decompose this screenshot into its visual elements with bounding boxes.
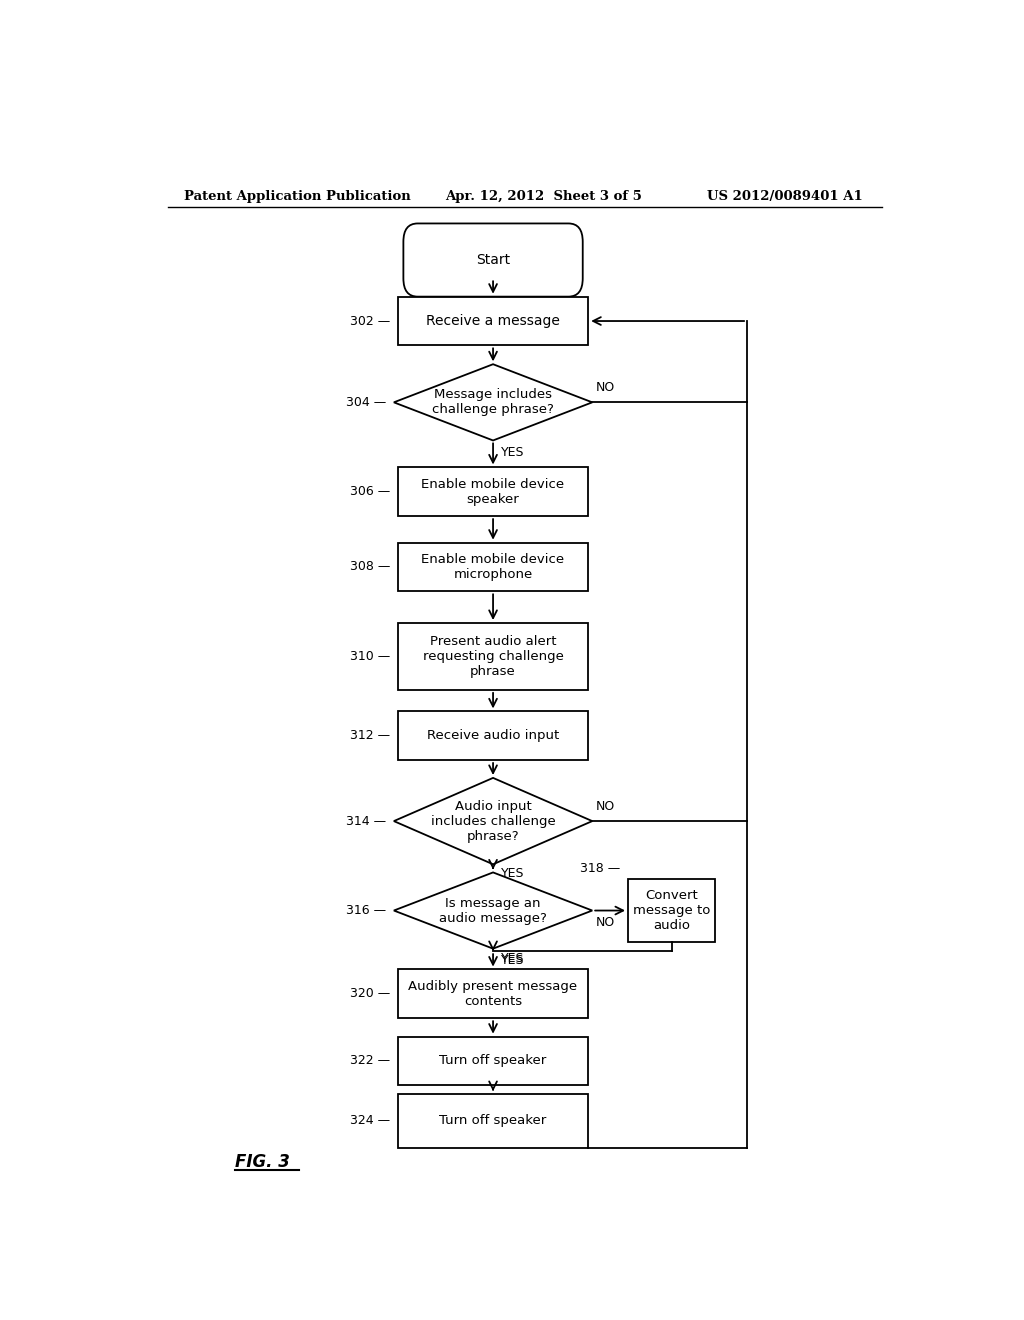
Text: NO: NO	[596, 800, 615, 813]
Text: US 2012/0089401 A1: US 2012/0089401 A1	[708, 190, 863, 202]
Text: 318 —: 318 —	[580, 862, 620, 875]
Text: 304 —: 304 —	[346, 396, 386, 409]
Bar	[397, 297, 588, 346]
Text: 310 —: 310 —	[349, 649, 390, 663]
Text: NO: NO	[596, 916, 615, 928]
Text: Enable mobile device
microphone: Enable mobile device microphone	[422, 553, 564, 581]
Text: Convert
message to
audio: Convert message to audio	[633, 890, 711, 932]
Text: Receive a message: Receive a message	[426, 314, 560, 329]
Bar	[397, 1094, 588, 1148]
Bar	[397, 623, 588, 690]
Text: 306 —: 306 —	[349, 486, 390, 498]
Bar	[397, 543, 588, 591]
Text: YES: YES	[501, 952, 524, 965]
Text: NO: NO	[596, 381, 615, 395]
Text: Turn off speaker: Turn off speaker	[439, 1055, 547, 1068]
Text: Start: Start	[476, 253, 510, 267]
Text: FIG. 3: FIG. 3	[236, 1152, 290, 1171]
Text: Present audio alert
requesting challenge
phrase: Present audio alert requesting challenge…	[423, 635, 563, 678]
Text: Audibly present message
contents: Audibly present message contents	[409, 979, 578, 1008]
Text: YES: YES	[501, 446, 524, 458]
Text: 312 —: 312 —	[350, 729, 390, 742]
Bar	[397, 711, 588, 760]
Text: 302 —: 302 —	[349, 314, 390, 327]
Text: 316 —: 316 —	[346, 904, 386, 917]
Text: Apr. 12, 2012  Sheet 3 of 5: Apr. 12, 2012 Sheet 3 of 5	[445, 190, 642, 202]
Text: 320 —: 320 —	[349, 987, 390, 1001]
Text: YES: YES	[501, 954, 524, 968]
Text: 308 —: 308 —	[349, 561, 390, 573]
FancyBboxPatch shape	[403, 223, 583, 297]
Bar	[397, 467, 588, 516]
Text: Turn off speaker: Turn off speaker	[439, 1114, 547, 1127]
Polygon shape	[394, 364, 592, 441]
Text: Enable mobile device
speaker: Enable mobile device speaker	[422, 478, 564, 506]
Bar	[397, 969, 588, 1018]
Bar	[628, 879, 716, 942]
Bar	[397, 1036, 588, 1085]
Text: Is message an
audio message?: Is message an audio message?	[439, 896, 547, 924]
Text: Message includes
challenge phrase?: Message includes challenge phrase?	[432, 388, 554, 416]
Text: Audio input
includes challenge
phrase?: Audio input includes challenge phrase?	[431, 800, 555, 842]
Text: Receive audio input: Receive audio input	[427, 729, 559, 742]
Polygon shape	[394, 777, 592, 865]
Text: 322 —: 322 —	[350, 1055, 390, 1068]
Polygon shape	[394, 873, 592, 949]
Text: YES: YES	[501, 867, 524, 880]
Text: 324 —: 324 —	[350, 1114, 390, 1127]
Text: 314 —: 314 —	[346, 814, 386, 828]
Text: Patent Application Publication: Patent Application Publication	[183, 190, 411, 202]
